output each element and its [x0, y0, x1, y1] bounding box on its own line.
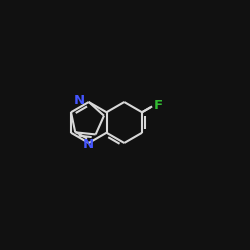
- Text: F: F: [154, 99, 163, 112]
- Text: N: N: [74, 94, 85, 106]
- Text: N: N: [83, 138, 94, 151]
